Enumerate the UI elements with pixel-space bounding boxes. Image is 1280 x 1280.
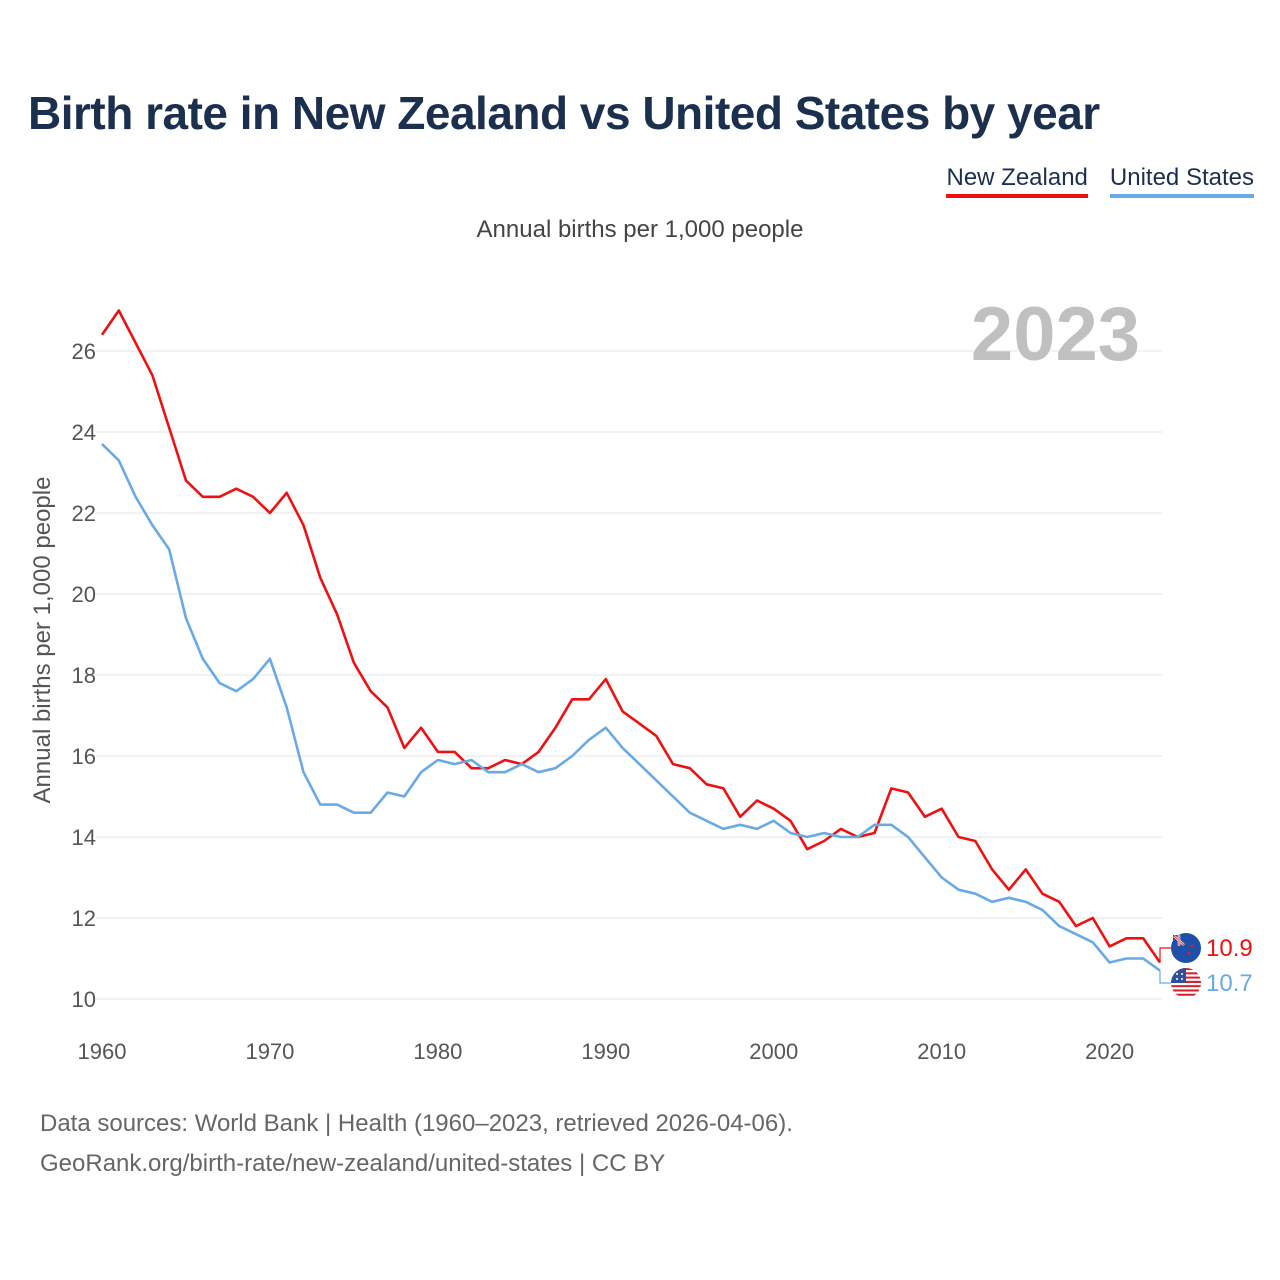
legend-item-united-states[interactable]: United States	[1109, 164, 1254, 198]
x-tick-label: 2000	[749, 1039, 798, 1064]
x-tick-label: 1990	[581, 1039, 630, 1064]
new-zealand-flag-icon	[1171, 933, 1201, 963]
footer-sources: Data sources: World Bank | Health (1960–…	[40, 1110, 793, 1137]
y-tick-label: 26	[72, 339, 96, 364]
x-tick-label: 2010	[917, 1039, 966, 1064]
legend-item-new-zealand[interactable]: New Zealand	[946, 164, 1088, 198]
y-tick-label: 18	[72, 663, 96, 688]
y-tick-label: 10	[72, 987, 96, 1012]
chart-title: Birth rate in New Zealand vs United Stat…	[28, 87, 1100, 139]
end-connector	[1159, 970, 1172, 984]
united-states-flag-icon	[1171, 968, 1201, 998]
x-tick-label: 1960	[78, 1039, 127, 1064]
footer: Data sources: World Bank | Health (1960–…	[40, 1104, 793, 1184]
y-tick-label: 22	[72, 501, 96, 526]
legend: New Zealand United States	[946, 164, 1254, 198]
x-tick-label: 1970	[245, 1039, 294, 1064]
year-watermark-label: 2023	[971, 292, 1140, 377]
footer-link[interactable]: GeoRank.org/birth-rate/new-zealand/unite…	[40, 1150, 666, 1177]
series-line-new-zealand[interactable]	[100, 309, 1162, 964]
series-line-united-states[interactable]	[101, 443, 1161, 972]
x-tick-label: 2020	[1085, 1039, 1134, 1064]
y-tick-label: 12	[72, 906, 96, 931]
y-tick-label: 24	[72, 420, 96, 445]
y-axis-label: Annual births per 1,000 people	[29, 477, 56, 804]
end-value-label-new-zealand: 10.9	[1206, 935, 1253, 962]
y-tick-label: 20	[72, 582, 96, 607]
end-connector	[1159, 947, 1172, 963]
end-value-label-united-states: 10.7	[1206, 970, 1253, 997]
x-tick-label: 1980	[413, 1039, 462, 1064]
y-tick-label: 16	[72, 744, 96, 769]
y-tick-label: 14	[72, 825, 96, 850]
chart-subtitle: Annual births per 1,000 people	[476, 216, 804, 243]
